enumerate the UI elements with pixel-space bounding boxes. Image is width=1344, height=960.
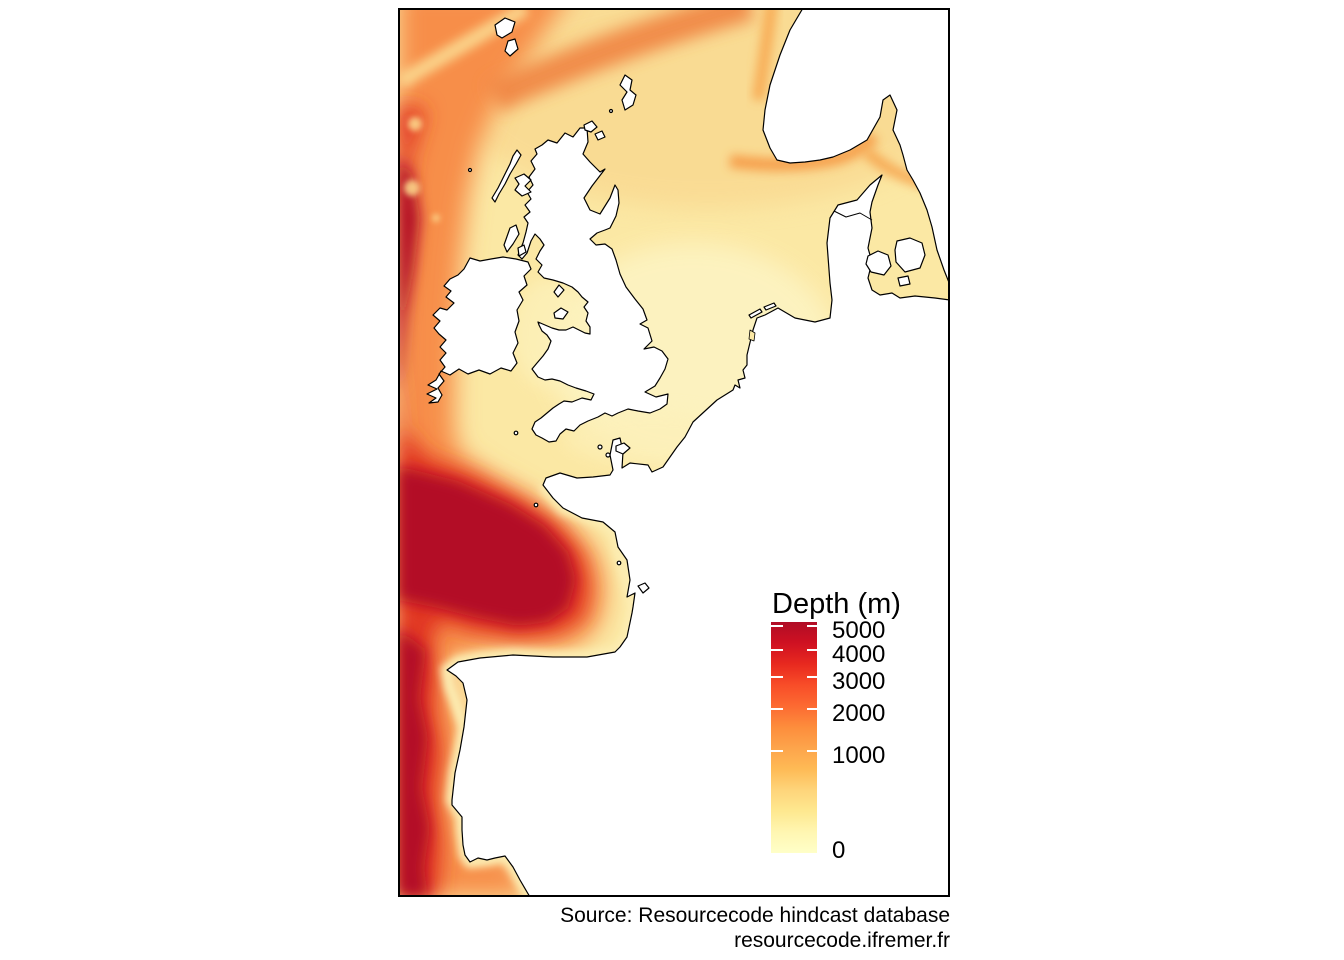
land-masses (426, 10, 948, 895)
lake-ijsselmeer (748, 329, 756, 342)
legend-tick-label: 0 (832, 837, 846, 864)
legend-tick-label: 3000 (832, 668, 886, 696)
land-belle-ile (637, 582, 650, 594)
legend-tick-mark (771, 676, 783, 679)
land-st-kilda (467, 167, 473, 173)
land-zealand (894, 237, 926, 273)
land-faroe-b (504, 38, 519, 57)
legend-tick-mark (807, 676, 817, 679)
legend-tick-label: 5000 (832, 617, 886, 644)
limfjord-line (833, 210, 873, 221)
land-outer-hebrides (491, 149, 522, 203)
land-fair-isle (608, 108, 614, 114)
sea-abyssal-cores (400, 158, 576, 895)
land-continental-europe (446, 174, 948, 895)
land-wadden-b (763, 302, 777, 311)
map-canvas (398, 8, 950, 897)
land-anglesey (553, 307, 569, 320)
source-line-2: resourcecode.ifremer.fr (734, 929, 950, 952)
sea-seamounts (404, 117, 440, 222)
land-lolland (897, 275, 911, 287)
land-yeu (616, 560, 622, 566)
land-guernsey (597, 444, 603, 450)
legend-tick-mark (771, 648, 783, 651)
sea-coastal-shelf-halo (440, 481, 640, 895)
sea-faroe-shetland-channel (486, 10, 755, 113)
legend-tick-label: 2000 (832, 700, 886, 728)
land-shetland (619, 74, 637, 111)
land-isle-of-wight (615, 442, 631, 455)
land-orkney-b (594, 130, 606, 141)
land-isle-of-man (553, 284, 565, 298)
source-line-1: Source: Resourcecode hindcast database (560, 904, 950, 927)
legend-tick-mark (807, 648, 817, 651)
land-ushant (533, 502, 539, 508)
land-jersey (605, 452, 611, 458)
legend-tick-mark (771, 708, 783, 711)
legend-tick-mark (807, 708, 817, 711)
land-great-britain (517, 127, 669, 443)
map-frame (398, 8, 950, 897)
land-faroe-a (494, 17, 516, 39)
land-islay-jura (503, 224, 520, 253)
land-wadden-a (748, 308, 763, 319)
legend-tick-mark (771, 625, 783, 627)
land-orkney-a (583, 120, 598, 133)
sea-atlantic-mid-depth (400, 10, 605, 895)
legend-colorbar (771, 622, 817, 853)
legend-title: Depth (m) (772, 588, 901, 620)
land-scilly (513, 430, 519, 436)
legend-tick-mark (807, 625, 817, 627)
land-arran (517, 244, 527, 257)
legend-tick-mark (771, 750, 783, 753)
source-caption: Source: Resourcecode hindcast database r… (398, 903, 950, 953)
land-ireland (426, 256, 532, 404)
legend-tick-mark (807, 750, 817, 753)
legend-tick-labels: 5000 4000 3000 2000 1000 0 (832, 617, 942, 864)
land-skye (514, 173, 532, 197)
land-norway-sweden (762, 10, 948, 282)
land-funen (865, 250, 892, 276)
legend-tick-label: 1000 (832, 742, 886, 770)
legend-tick-label: 4000 (832, 640, 886, 668)
bathymetry-map: Depth (m) 5000 4000 3000 2000 1000 0 (398, 8, 950, 897)
